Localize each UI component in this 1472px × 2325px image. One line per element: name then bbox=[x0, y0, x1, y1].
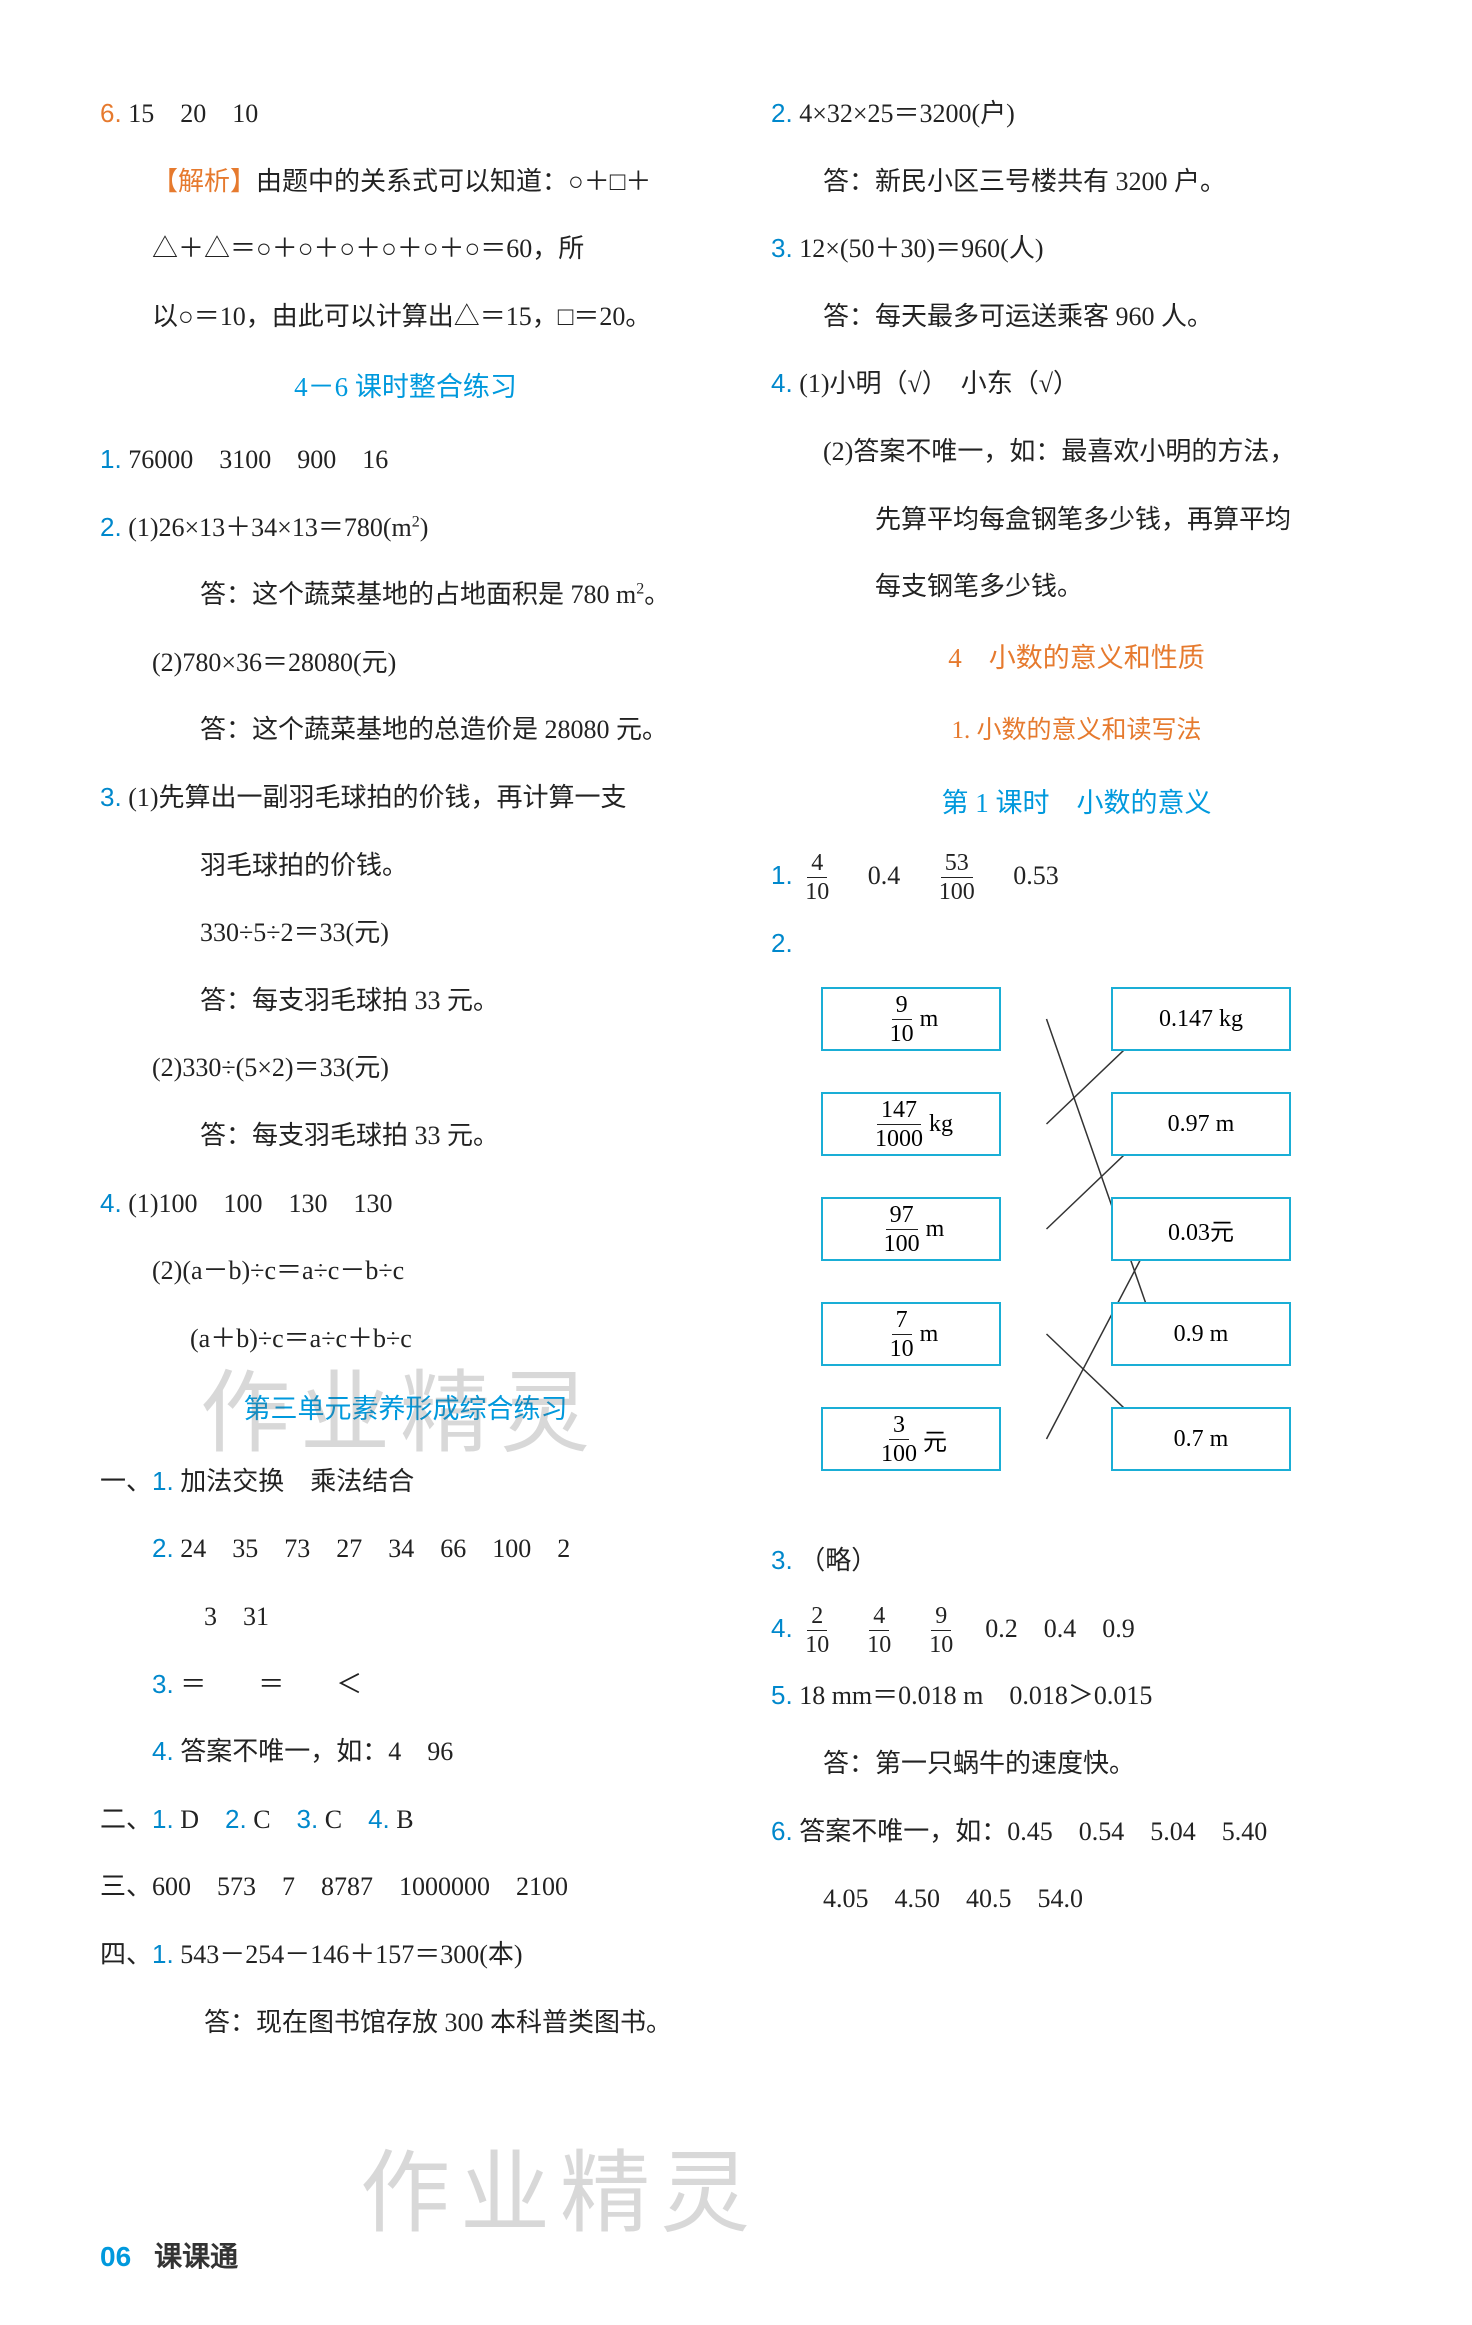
r-p4: 4. 210 410 910 0.2 0.4 0.9 bbox=[771, 1595, 1382, 1663]
left-column: 6. 15 20 10 【解析】由题中的关系式可以知道：○＋□＋ △＋△＝○＋○… bbox=[100, 80, 711, 2180]
heading-unit4: 4 小数的意义和性质 bbox=[771, 621, 1382, 697]
r-q4b1: (2)答案不唯一，如：最喜欢小明的方法， bbox=[771, 418, 1382, 486]
match-right-box: 0.7 m bbox=[1111, 1407, 1291, 1471]
s1-2b: 3 31 bbox=[100, 1583, 711, 1651]
match-right-box: 0.03元 bbox=[1111, 1197, 1291, 1261]
s1-2a: 2. 24 35 73 27 34 66 100 2 bbox=[100, 1515, 711, 1583]
match-right-box: 0.97 m bbox=[1111, 1092, 1291, 1156]
r-q3: 3. 12×(50＋30)＝960(人) bbox=[771, 215, 1382, 283]
heading-lesson1: 第 1 课时 小数的意义 bbox=[771, 766, 1382, 842]
r-q2: 2. 4×32×25＝3200(户) bbox=[771, 80, 1382, 148]
q6-num: 6. bbox=[100, 98, 122, 128]
r-p1: 1. 410 0.4 53100 0.53 bbox=[771, 842, 1382, 910]
l-p4a: 4. (1)100 100 130 130 bbox=[100, 1170, 711, 1238]
right-column: 2. 4×32×25＝3200(户) 答：新民小区三号楼共有 3200 户。 3… bbox=[771, 80, 1382, 2180]
l-p3b2: 答：每支羽毛球拍 33 元。 bbox=[100, 1102, 711, 1170]
r-p6-1: 6. 答案不唯一，如：0.45 0.54 5.04 5.40 bbox=[771, 1798, 1382, 1866]
match-left-box: 3100元 bbox=[821, 1407, 1001, 1471]
r-q2-ans: 答：新民小区三号楼共有 3200 户。 bbox=[771, 148, 1382, 216]
s4-1: 四、1. 543－254－146＋157＝300(本) bbox=[100, 1921, 711, 1989]
l-p4c: (a＋b)÷c＝a÷c＋b÷c bbox=[100, 1305, 711, 1373]
frac-53-100: 53100 bbox=[935, 851, 979, 904]
s1-1: 一、1. 加法交换 乘法结合 bbox=[100, 1448, 711, 1516]
r-q3-ans: 答：每天最多可运送乘客 960 人。 bbox=[771, 283, 1382, 351]
s4-2: 答：现在图书馆存放 300 本科普类图书。 bbox=[100, 1989, 711, 2057]
r-p6-2: 4.05 4.50 40.5 54.0 bbox=[771, 1865, 1382, 1933]
l-p2b: (2)780×36＝28080(元) bbox=[100, 629, 711, 697]
frac-4-10: 410 bbox=[801, 851, 833, 904]
l-p3a1: 3. (1)先算出一副羽毛球拍的价钱，再计算一支 bbox=[100, 764, 711, 832]
l-p3b1: (2)330÷(5×2)＝33(元) bbox=[100, 1034, 711, 1102]
s1-3: 3. ＝ ＝ ＜ bbox=[100, 1651, 711, 1719]
match-left-box: 97100 m bbox=[821, 1197, 1001, 1261]
q6-line: 6. 15 20 10 bbox=[100, 80, 711, 148]
l-p2b-ans: 答：这个蔬菜基地的总造价是 28080 元。 bbox=[100, 696, 711, 764]
l-p3a3: 330÷5÷2＝33(元) bbox=[100, 899, 711, 967]
s3: 三、600 573 7 8787 1000000 2100 bbox=[100, 1853, 711, 1921]
r-p3: 3. （略） bbox=[771, 1527, 1382, 1595]
q6-analysis-3: 以○＝10，由此可以计算出△＝15，□＝20。 bbox=[100, 283, 711, 351]
heading-sec1: 1. 小数的意义和读写法 bbox=[771, 696, 1382, 766]
match-left-box: 1471000 kg bbox=[821, 1092, 1001, 1156]
match-right-box: 0.147 kg bbox=[1111, 987, 1291, 1051]
match-left-box: 910 m bbox=[821, 987, 1001, 1051]
footer-label: 课课通 bbox=[154, 2242, 238, 2273]
q6-analysis-2: △＋△＝○＋○＋○＋○＋○＋○＝60，所 bbox=[100, 215, 711, 283]
r-p5-2: 答：第一只蜗牛的速度快。 bbox=[771, 1730, 1382, 1798]
l-p2a: 2. (1)26×13＋34×13＝780(m2) bbox=[100, 494, 711, 562]
r-q4b2: 先算平均每盒钢笔多少钱，再算平均 bbox=[771, 486, 1382, 554]
l-p3a2: 羽毛球拍的价钱。 bbox=[100, 832, 711, 900]
l-p2a-ans: 答：这个蔬菜基地的占地面积是 780 m2。 bbox=[100, 561, 711, 629]
page-footer: 06 课课通 bbox=[100, 2235, 238, 2275]
r-p2: 2. bbox=[771, 910, 1382, 978]
page-number: 06 bbox=[100, 2241, 131, 2272]
s2: 二、1. D 2. C 3. C 4. B bbox=[100, 1786, 711, 1854]
r-q4b3: 每支钢笔多少钱。 bbox=[771, 553, 1382, 621]
q6-ans: 15 20 10 bbox=[128, 99, 258, 128]
l-p1: 1. 76000 3100 900 16 bbox=[100, 426, 711, 494]
l-p4b: (2)(a－b)÷c＝a÷c－b÷c bbox=[100, 1237, 711, 1305]
match-left-box: 710 m bbox=[821, 1302, 1001, 1366]
r-q4a: 4. (1)小明（√） 小东（√） bbox=[771, 350, 1382, 418]
s1-4: 4. 答案不唯一，如：4 96 bbox=[100, 1718, 711, 1786]
two-column-layout: 6. 15 20 10 【解析】由题中的关系式可以知道：○＋□＋ △＋△＝○＋○… bbox=[100, 80, 1382, 2180]
match-right-box: 0.9 m bbox=[1111, 1302, 1291, 1366]
matching-diagram: 910 m 1471000 kg 97100 m 710 m 3100元 0.147 kg… bbox=[821, 987, 1382, 1517]
heading-unit3: 第三单元素养形成综合练习 bbox=[100, 1372, 711, 1448]
l-p3a4: 答：每支羽毛球拍 33 元。 bbox=[100, 967, 711, 1035]
r-p5-1: 5. 18 mm＝0.018 m 0.018＞0.015 bbox=[771, 1662, 1382, 1730]
heading-4-6: 4－6 课时整合练习 bbox=[100, 350, 711, 426]
q6-analysis-1: 【解析】由题中的关系式可以知道：○＋□＋ bbox=[100, 148, 711, 216]
analysis-label: 【解析】 bbox=[152, 167, 256, 196]
